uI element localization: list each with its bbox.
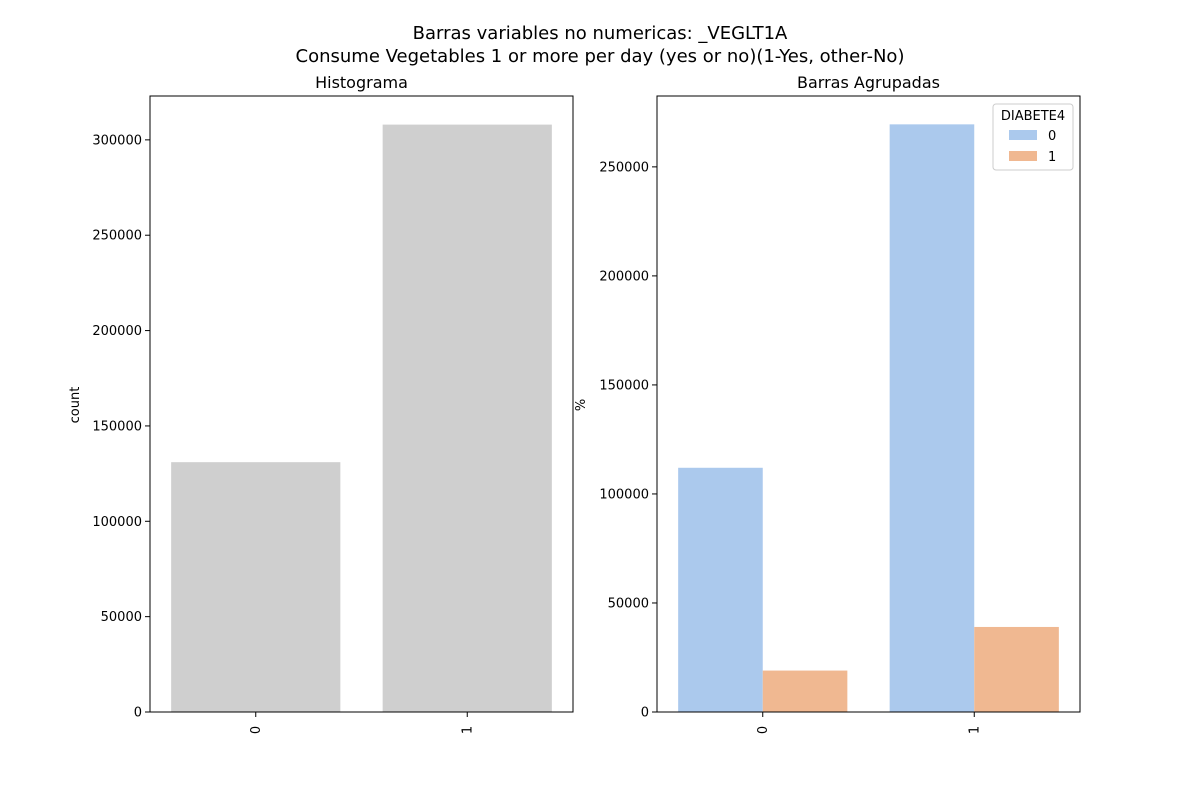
histogram-y-ticks: 0 50000 100000 150000 200000 250000 300000 bbox=[92, 133, 150, 721]
histogram-chart: Histograma count 0 50000 100000 150000 20000… bbox=[68, 73, 574, 734]
histogram-title: Histograma bbox=[315, 73, 408, 92]
legend: DIABETE4 0 1 bbox=[992, 103, 1074, 171]
histogram-y-tick-label-5: 250000 bbox=[92, 229, 142, 244]
legend-swatch-series-1 bbox=[1009, 151, 1037, 161]
grouped-bar-x-tick-label-0: 0 bbox=[756, 726, 771, 734]
grouped-bar-y-axis-label: % bbox=[574, 399, 589, 411]
legend-swatch-series-0 bbox=[1009, 130, 1037, 140]
figure-title-line-1: Barras variables no numericas: _VEGLT1A bbox=[413, 23, 788, 44]
grouped-bar-y-tick-label-0: 0 bbox=[641, 706, 649, 721]
grouped-bar-y-tick-label-3: 150000 bbox=[599, 378, 649, 393]
grouped-bar-category-1-series-1 bbox=[974, 626, 1059, 712]
histogram-bars bbox=[171, 124, 552, 712]
legend-title: DIABETE4 bbox=[1001, 109, 1065, 124]
grouped-bar-category-0-series-0 bbox=[678, 467, 763, 712]
histogram-x-tick-label-1: 1 bbox=[460, 726, 475, 734]
grouped-bar-chart: Barras Agrupadas % 0 50000 100000 150000 200… bbox=[574, 73, 1081, 734]
histogram-y-tick-label-6: 300000 bbox=[92, 133, 142, 148]
histogram-bar-0 bbox=[171, 462, 341, 712]
grouped-bar-category-0-series-1 bbox=[762, 670, 848, 712]
histogram-y-tick-label-0: 0 bbox=[134, 706, 142, 721]
histogram-bar-1 bbox=[382, 124, 552, 712]
figure-title-line-2: Consume Vegetables 1 or more per day (ye… bbox=[296, 46, 905, 67]
grouped-bar-title: Barras Agrupadas bbox=[797, 73, 940, 92]
grouped-bar-y-tick-label-5: 250000 bbox=[599, 160, 649, 175]
grouped-bar-y-tick-label-4: 200000 bbox=[599, 269, 649, 284]
histogram-y-axis-label: count bbox=[68, 387, 83, 424]
histogram-x-tick-label-0: 0 bbox=[249, 726, 264, 734]
histogram-y-tick-label-2: 100000 bbox=[92, 515, 142, 530]
legend-label-series-1: 1 bbox=[1048, 150, 1056, 165]
histogram-y-tick-label-1: 50000 bbox=[101, 610, 142, 625]
grouped-bars bbox=[678, 124, 1059, 712]
grouped-bar-y-tick-label-1: 50000 bbox=[608, 596, 649, 611]
grouped-bar-category-1-series-0 bbox=[889, 124, 975, 712]
grouped-bar-y-tick-label-2: 100000 bbox=[599, 487, 649, 502]
legend-label-series-0: 0 bbox=[1048, 129, 1056, 144]
grouped-bar-axes-frame bbox=[656, 95, 1081, 713]
histogram-y-tick-label-4: 200000 bbox=[92, 324, 142, 339]
grouped-bar-y-ticks: 0 50000 100000 150000 200000 250000 bbox=[599, 160, 657, 721]
histogram-y-tick-label-3: 150000 bbox=[92, 419, 142, 434]
histogram-axes-frame bbox=[149, 95, 574, 713]
grouped-bar-x-tick-label-1: 1 bbox=[967, 726, 982, 734]
